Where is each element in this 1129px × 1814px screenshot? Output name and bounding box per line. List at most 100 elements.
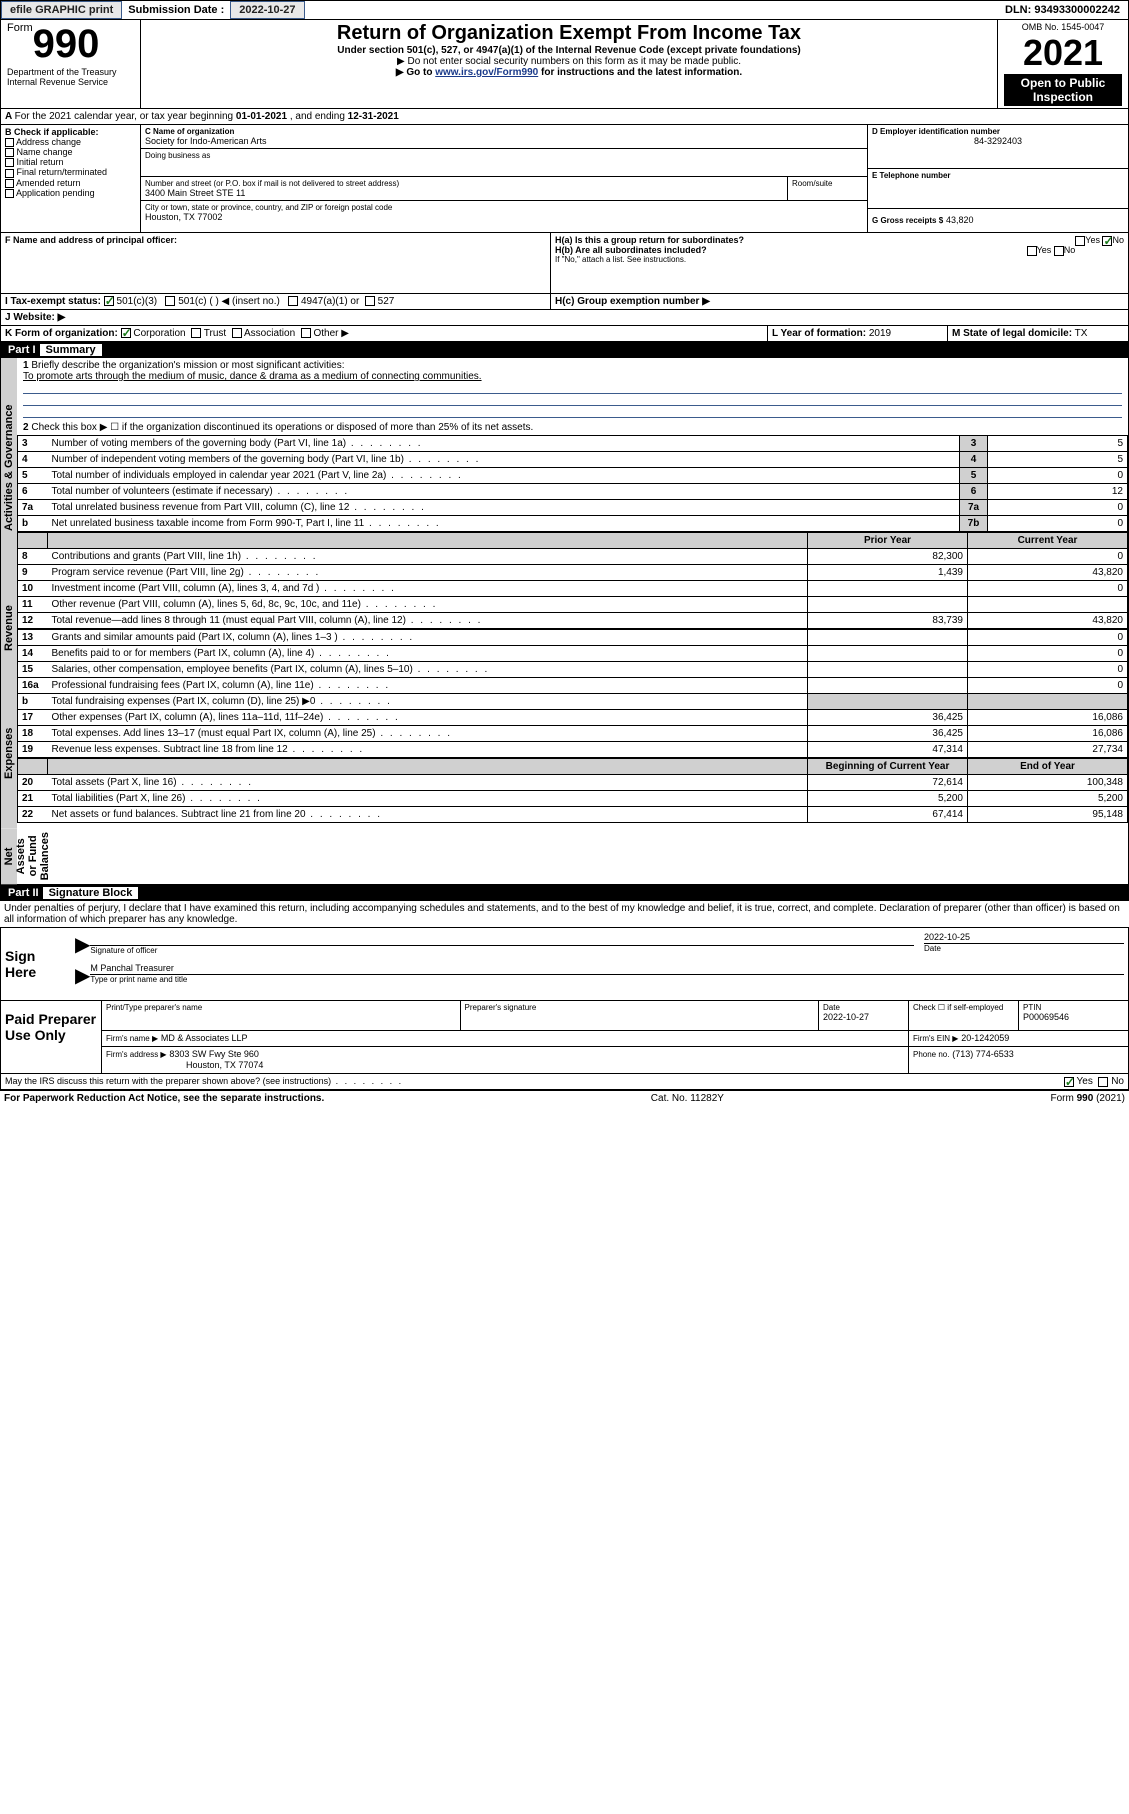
table-ag: 3Number of voting members of the governi…	[17, 435, 1128, 532]
side-revenue: Revenue	[1, 578, 17, 678]
header-block-klm: K Form of organization: Corporation Trus…	[0, 326, 1129, 342]
chk-trust[interactable]	[191, 328, 201, 338]
chk-discuss-no[interactable]	[1098, 1077, 1108, 1087]
city-label: City or town, state or province, country…	[145, 203, 863, 212]
chk-hb-yes[interactable]	[1027, 246, 1037, 256]
instr-goto-post: for instructions and the latest informat…	[541, 67, 742, 78]
firm-addr2: Houston, TX 77074	[186, 1060, 263, 1070]
table-row: 16aProfessional fundraising fees (Part I…	[18, 678, 1128, 694]
top-bar: efile GRAPHIC print Submission Date : 20…	[0, 0, 1129, 20]
chk-501c3[interactable]	[104, 296, 114, 306]
box-h: H(a) Is this a group return for subordin…	[551, 233, 1128, 293]
table-row: 21Total liabilities (Part X, line 26)5,2…	[18, 791, 1128, 807]
dln-label: DLN:	[1005, 4, 1031, 16]
phone: (713) 774-6533	[952, 1049, 1014, 1059]
box-deg: D Employer identification number 84-3292…	[868, 125, 1128, 232]
chk-final-return[interactable]	[5, 169, 14, 178]
instr-goto: ▶ Go to www.irs.gov/Form990 for instruct…	[147, 67, 991, 78]
city: Houston, TX 77002	[145, 212, 863, 222]
side-net-assets: Net Assets or Fund Balances	[1, 828, 17, 884]
hb-note: If "No," attach a list. See instructions…	[555, 255, 1124, 264]
col-prior: Prior Year	[808, 533, 968, 549]
box-c-label: C Name of organization	[145, 127, 863, 136]
box-f-label: F Name and address of principal officer:	[5, 235, 546, 245]
room-label: Room/suite	[792, 179, 863, 188]
chk-other[interactable]	[301, 328, 311, 338]
chk-discuss-yes[interactable]	[1064, 1077, 1074, 1087]
prep-date: 2022-10-27	[823, 1012, 904, 1022]
dln: DLN: 93493300002242	[997, 2, 1128, 18]
year-formation: 2019	[869, 328, 891, 339]
dept-treasury: Department of the Treasury	[7, 67, 134, 77]
col-current: Current Year	[968, 533, 1128, 549]
sig-date-label: Date	[924, 944, 1124, 953]
box-c: C Name of organization Society for Indo-…	[141, 125, 868, 232]
page-footer: For Paperwork Reduction Act Notice, see …	[0, 1090, 1129, 1106]
line-a: A For the 2021 calendar year, or tax yea…	[0, 109, 1129, 125]
table-row: 5Total number of individuals employed in…	[18, 468, 1128, 484]
col-boc: Beginning of Current Year	[808, 759, 968, 775]
submission-date[interactable]: 2022-10-27	[230, 1, 304, 19]
table-row: 6Total number of volunteers (estimate if…	[18, 484, 1128, 500]
org-name: Society for Indo-American Arts	[145, 136, 863, 146]
chk-501c[interactable]	[165, 296, 175, 306]
line-a-end: 12-31-2021	[348, 111, 399, 122]
chk-ha-yes[interactable]	[1075, 236, 1085, 246]
paid-preparer-label: Paid Preparer Use Only	[1, 1001, 101, 1073]
firm-ein: 20-1242059	[961, 1033, 1009, 1043]
box-m-label: M State of legal domicile:	[952, 328, 1072, 339]
perjury-declaration: Under penalties of perjury, I declare th…	[0, 901, 1129, 927]
ptin: P00069546	[1023, 1012, 1124, 1022]
sign-here-label: Sign Here	[1, 928, 71, 1000]
box-k-label: K Form of organization:	[5, 328, 118, 339]
mission-text: To promote arts through the medium of mu…	[23, 371, 1122, 382]
sig-officer-label: Signature of officer	[90, 946, 914, 955]
omb: OMB No. 1545-0047	[1004, 22, 1122, 32]
paid-preparer-block: Paid Preparer Use Only Print/Type prepar…	[0, 1001, 1129, 1074]
table-row: 18Total expenses. Add lines 13–17 (must …	[18, 726, 1128, 742]
chk-application-pending[interactable]	[5, 189, 14, 198]
tax-year: 2021	[1004, 32, 1122, 74]
sign-here-block: Sign Here ▶ Signature of officer 2022-10…	[0, 927, 1129, 1001]
ein: 84-3292403	[872, 136, 1124, 146]
chk-amended-return[interactable]	[5, 179, 14, 188]
table-row: 7aTotal unrelated business revenue from …	[18, 500, 1128, 516]
part1-title: Summary	[40, 344, 102, 356]
table-row: 19Revenue less expenses. Subtract line 1…	[18, 742, 1128, 758]
submission-label: Submission Date :	[122, 2, 230, 18]
sig-date: 2022-10-25	[924, 932, 1124, 942]
dba-label: Doing business as	[145, 151, 863, 160]
check-self-employed: Check ☐ if self-employed	[908, 1001, 1018, 1030]
chk-corporation[interactable]	[121, 328, 131, 338]
form990-link[interactable]: www.irs.gov/Form990	[435, 67, 538, 78]
chk-ha-no[interactable]	[1102, 236, 1112, 246]
box-d-label: D Employer identification number	[872, 127, 1124, 136]
ptin-label: PTIN	[1023, 1003, 1124, 1012]
box-i-label: I Tax-exempt status:	[5, 296, 101, 307]
form-header: Form990 Department of the Treasury Inter…	[0, 20, 1129, 109]
state-domicile: TX	[1075, 328, 1088, 339]
table-row: bNet unrelated business taxable income f…	[18, 516, 1128, 532]
firm-name-label: Firm's name ▶	[106, 1034, 158, 1043]
table-row: 22Net assets or fund balances. Subtract …	[18, 807, 1128, 823]
chk-4947[interactable]	[288, 296, 298, 306]
side-activities-governance: Activities & Governance	[1, 358, 17, 578]
table-rev: Prior YearCurrent Year 8Contributions an…	[17, 532, 1128, 629]
form-subtitle: Under section 501(c), 527, or 4947(a)(1)…	[147, 45, 991, 56]
officer-name: M Panchal Treasurer	[90, 963, 1124, 973]
chk-hb-no[interactable]	[1054, 246, 1064, 256]
line-a-pre: For the 2021 calendar year, or tax year …	[15, 111, 236, 122]
chk-name-change[interactable]	[5, 148, 14, 157]
footer-mid: Cat. No. 11282Y	[651, 1093, 724, 1104]
chk-527[interactable]	[365, 296, 375, 306]
prep-name-label: Print/Type preparer's name	[106, 1003, 456, 1012]
chk-association[interactable]	[232, 328, 242, 338]
chk-initial-return[interactable]	[5, 158, 14, 167]
side-expenses: Expenses	[1, 678, 17, 828]
box-b-label: B Check if applicable:	[5, 127, 136, 137]
q1-label: Briefly describe the organization's miss…	[31, 360, 344, 371]
efile-button[interactable]: efile GRAPHIC print	[1, 1, 122, 19]
line-a-mid: , and ending	[290, 111, 348, 122]
chk-address-change[interactable]	[5, 138, 14, 147]
instr-ssn: ▶ Do not enter social security numbers o…	[147, 56, 991, 67]
